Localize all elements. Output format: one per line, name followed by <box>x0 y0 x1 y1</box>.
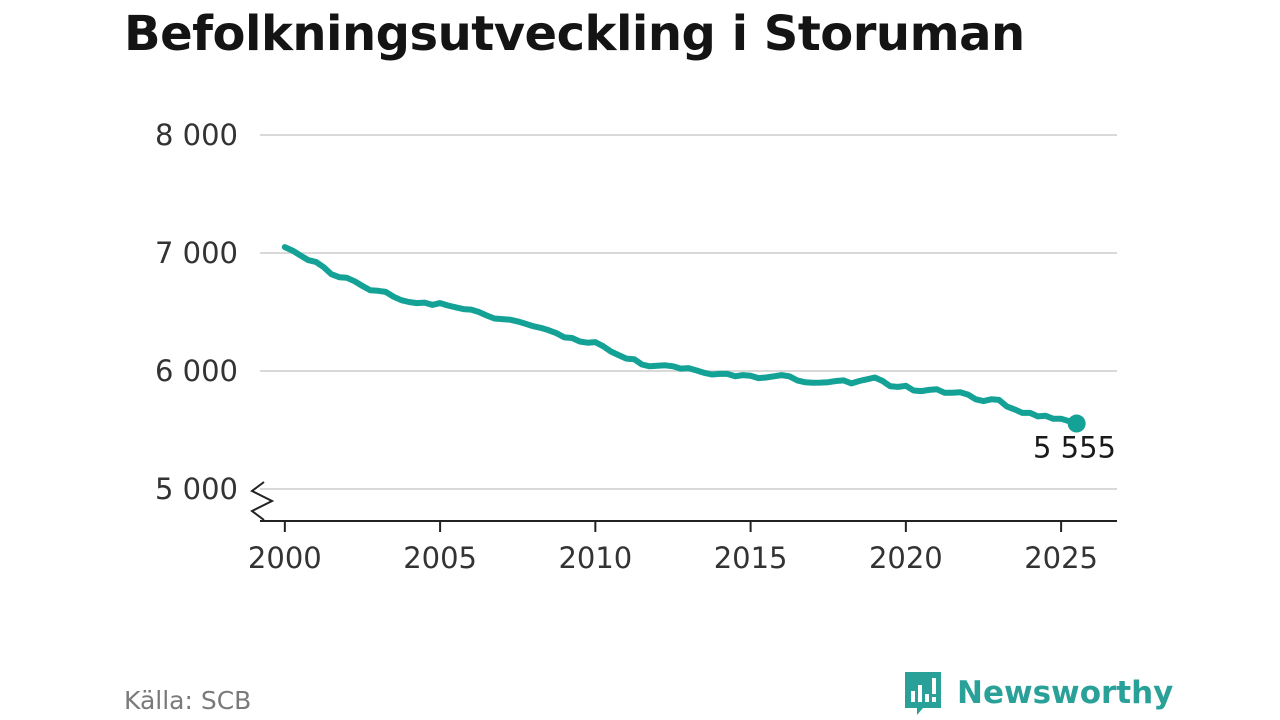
y-tick-label: 8 000 <box>155 118 238 152</box>
y-tick-label: 7 000 <box>155 236 238 270</box>
y-tick-label: 6 000 <box>155 354 238 388</box>
chart-title: Befolkningsutveckling i Storuman <box>124 6 1025 62</box>
x-tick-label: 2025 <box>1024 541 1098 575</box>
population-line <box>281 244 1080 427</box>
gridlines <box>260 134 1117 490</box>
y-tick-labels: 5 000 6 000 7 000 8 000 <box>155 118 238 506</box>
end-point-marker <box>1067 414 1086 433</box>
x-tick-label: 2010 <box>558 541 632 575</box>
source-note: Källa: SCB <box>124 686 252 715</box>
x-axis <box>250 481 1117 522</box>
end-value-label: 5 555 <box>1033 431 1116 465</box>
brand-logo: Newsworthy <box>903 670 1173 716</box>
x-tick-label: 2020 <box>869 541 943 575</box>
bar-chart-speech-bubble-icon <box>905 672 941 715</box>
y-tick-label: 5 000 <box>155 472 238 506</box>
x-tick-label: 2005 <box>403 541 477 575</box>
brand-name: Newsworthy <box>957 675 1174 711</box>
x-tick-label: 2000 <box>248 541 322 575</box>
x-tick-labels: 2000 2005 2010 2015 2020 2025 <box>248 521 1098 575</box>
axis-break-icon <box>250 481 275 521</box>
x-tick-label: 2015 <box>714 541 788 575</box>
